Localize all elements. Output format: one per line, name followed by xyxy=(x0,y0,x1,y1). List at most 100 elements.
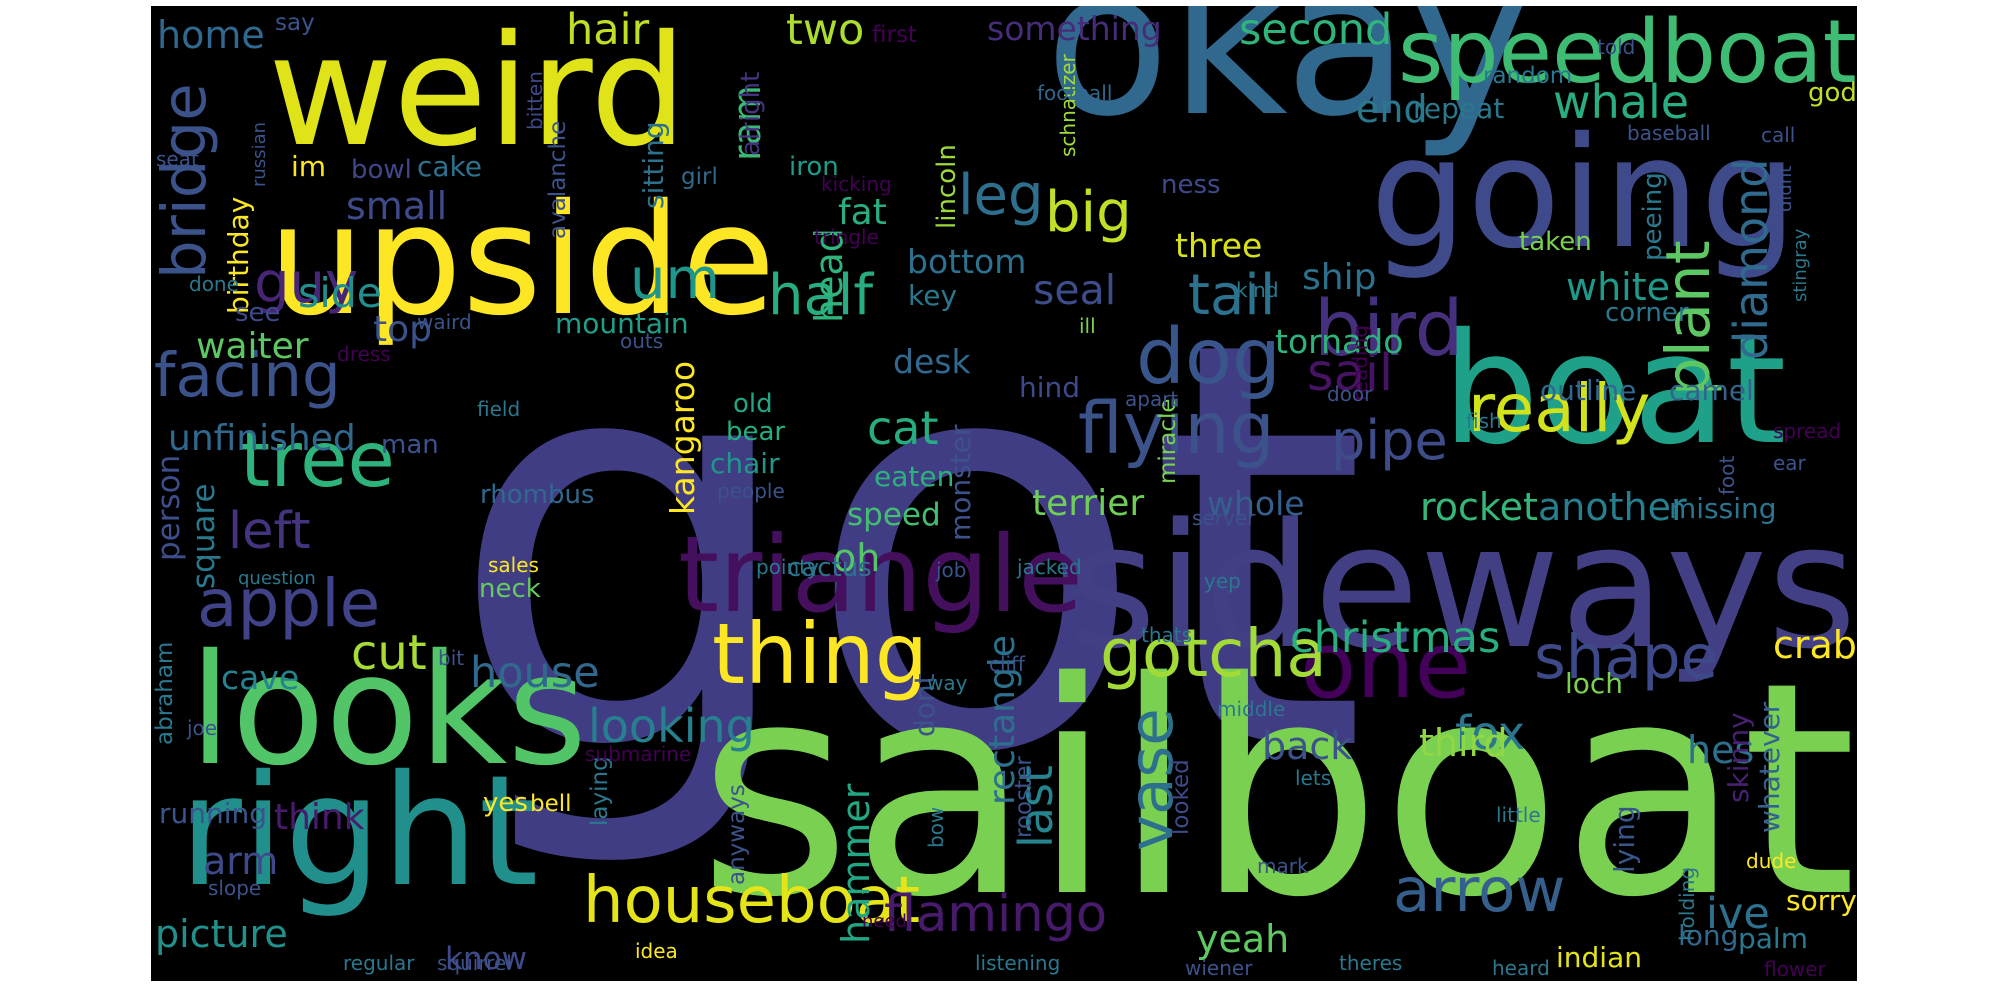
word-tringle: tringle xyxy=(814,225,879,249)
word-tree: tree xyxy=(240,416,395,505)
word-abraham: abraham xyxy=(152,641,178,745)
word-old: old xyxy=(733,389,773,419)
word-camel: camel xyxy=(1669,374,1754,407)
word-door: door xyxy=(1327,382,1373,406)
word-bridge: bridge xyxy=(151,83,220,279)
word-laying: laying xyxy=(587,756,613,826)
word-server: server xyxy=(1192,506,1256,530)
word-wiener: wiener xyxy=(1185,956,1253,980)
word-lying: lying xyxy=(1608,805,1641,873)
word-crab: crab xyxy=(1773,623,1857,667)
word-middle: middle xyxy=(1217,697,1286,721)
word-two: two xyxy=(786,6,865,55)
word-cut: cut xyxy=(351,625,427,681)
word-sitting: sitting xyxy=(637,121,670,209)
word-sail: sail xyxy=(1307,344,1394,403)
word-chair: chair xyxy=(710,447,780,480)
word-hes: hes xyxy=(1687,728,1755,772)
word-bear: bear xyxy=(726,417,786,447)
word-random: random xyxy=(1483,63,1573,89)
word-indian: indian xyxy=(1556,941,1642,974)
word-neck: neck xyxy=(479,574,541,604)
word-theres: theres xyxy=(1339,951,1403,975)
word-squirrel: squirrel xyxy=(437,951,512,975)
word-god: god xyxy=(1808,78,1857,108)
word-white: white xyxy=(1566,265,1670,309)
word-whale: whale xyxy=(1553,75,1690,129)
word-ear: ear xyxy=(1773,451,1806,475)
word-gotcha: gotcha xyxy=(1100,615,1327,692)
word-know: know xyxy=(445,941,527,977)
word-looking: looking xyxy=(588,699,755,753)
word-lincoln: lincoln xyxy=(932,144,962,229)
word-cactus: cactus xyxy=(787,553,872,583)
word-birthday: birthday xyxy=(222,196,255,314)
word-ill: ill xyxy=(1079,314,1096,338)
word-weird: weird xyxy=(268,6,688,181)
word-flamingo: flamingo xyxy=(884,885,1108,944)
word-one: one xyxy=(1300,612,1472,719)
word-thing: thing xyxy=(712,605,929,703)
word-mountain: mountain xyxy=(555,307,689,340)
word-kind: kind xyxy=(1236,278,1279,302)
word-baseball: baseball xyxy=(1627,121,1711,145)
word-houseboat: houseboat xyxy=(583,864,921,938)
word-joe: joe xyxy=(187,716,218,740)
word-shape: shape xyxy=(1534,622,1719,693)
word-anyways: anyways xyxy=(724,784,750,885)
word-whatever: whatever xyxy=(1753,701,1786,833)
word-arm: arm xyxy=(203,839,279,883)
word-yep: yep xyxy=(1204,569,1241,593)
word-flying: flying xyxy=(1078,387,1275,470)
word-little: little xyxy=(1496,803,1541,827)
word-people: people xyxy=(717,479,785,503)
word-call: call xyxy=(1761,123,1796,147)
word-half: half xyxy=(768,263,874,328)
word-taken: taken xyxy=(1519,227,1592,257)
word-waird: waird xyxy=(417,310,472,334)
word-apart: apart xyxy=(1125,387,1179,411)
word-stingray: stingray xyxy=(1790,228,1811,302)
word-picture: picture xyxy=(155,912,288,956)
word-slope: slope xyxy=(208,876,262,900)
word-big: big xyxy=(1045,180,1132,245)
word-field: field xyxy=(477,397,521,421)
word-iron: iron xyxy=(789,152,839,182)
word-cat: cat xyxy=(867,401,939,455)
word-apple: apple xyxy=(197,565,381,642)
word-loch: loch xyxy=(1565,667,1624,700)
word-think: think xyxy=(274,797,365,838)
word-leg: leg xyxy=(958,163,1044,228)
word-bird: bird xyxy=(1314,285,1464,374)
word-need: need xyxy=(862,911,907,932)
word-cliff: cliff xyxy=(989,652,1025,676)
word-outline: outline xyxy=(1540,374,1637,407)
word-listening: listening xyxy=(975,951,1061,975)
word-fish: fish xyxy=(1466,409,1502,433)
word-fox: fox xyxy=(1455,706,1526,760)
word-bowl: bowl xyxy=(351,155,412,185)
word-long: long xyxy=(1678,919,1739,952)
word-oh: oh xyxy=(833,536,881,580)
word-house: house xyxy=(470,648,600,698)
word-um: um xyxy=(630,247,721,312)
word-say: say xyxy=(275,10,315,36)
word-right: right xyxy=(179,743,539,921)
word-schnauzer: schnauzer xyxy=(1056,54,1080,157)
word-sailboat: sailboat xyxy=(698,620,1857,962)
word-see: see xyxy=(235,298,281,328)
word-another: another xyxy=(1538,485,1687,529)
word-avalanche: avalanche xyxy=(545,120,571,239)
word-tornado: tornado xyxy=(1275,322,1404,361)
word-skinny: skinny xyxy=(1722,712,1755,803)
word-russian: russian xyxy=(249,121,270,187)
word-christmas: christmas xyxy=(1290,613,1501,663)
word-way: way xyxy=(927,671,968,695)
word-seat: seat xyxy=(156,147,199,171)
word-looks: looks xyxy=(189,622,588,800)
word-monster: monster xyxy=(944,424,977,541)
word-cave: cave xyxy=(221,658,300,697)
word-okay: okay xyxy=(1045,6,1531,162)
word-question: question xyxy=(238,568,316,589)
word-person: person xyxy=(151,454,187,561)
